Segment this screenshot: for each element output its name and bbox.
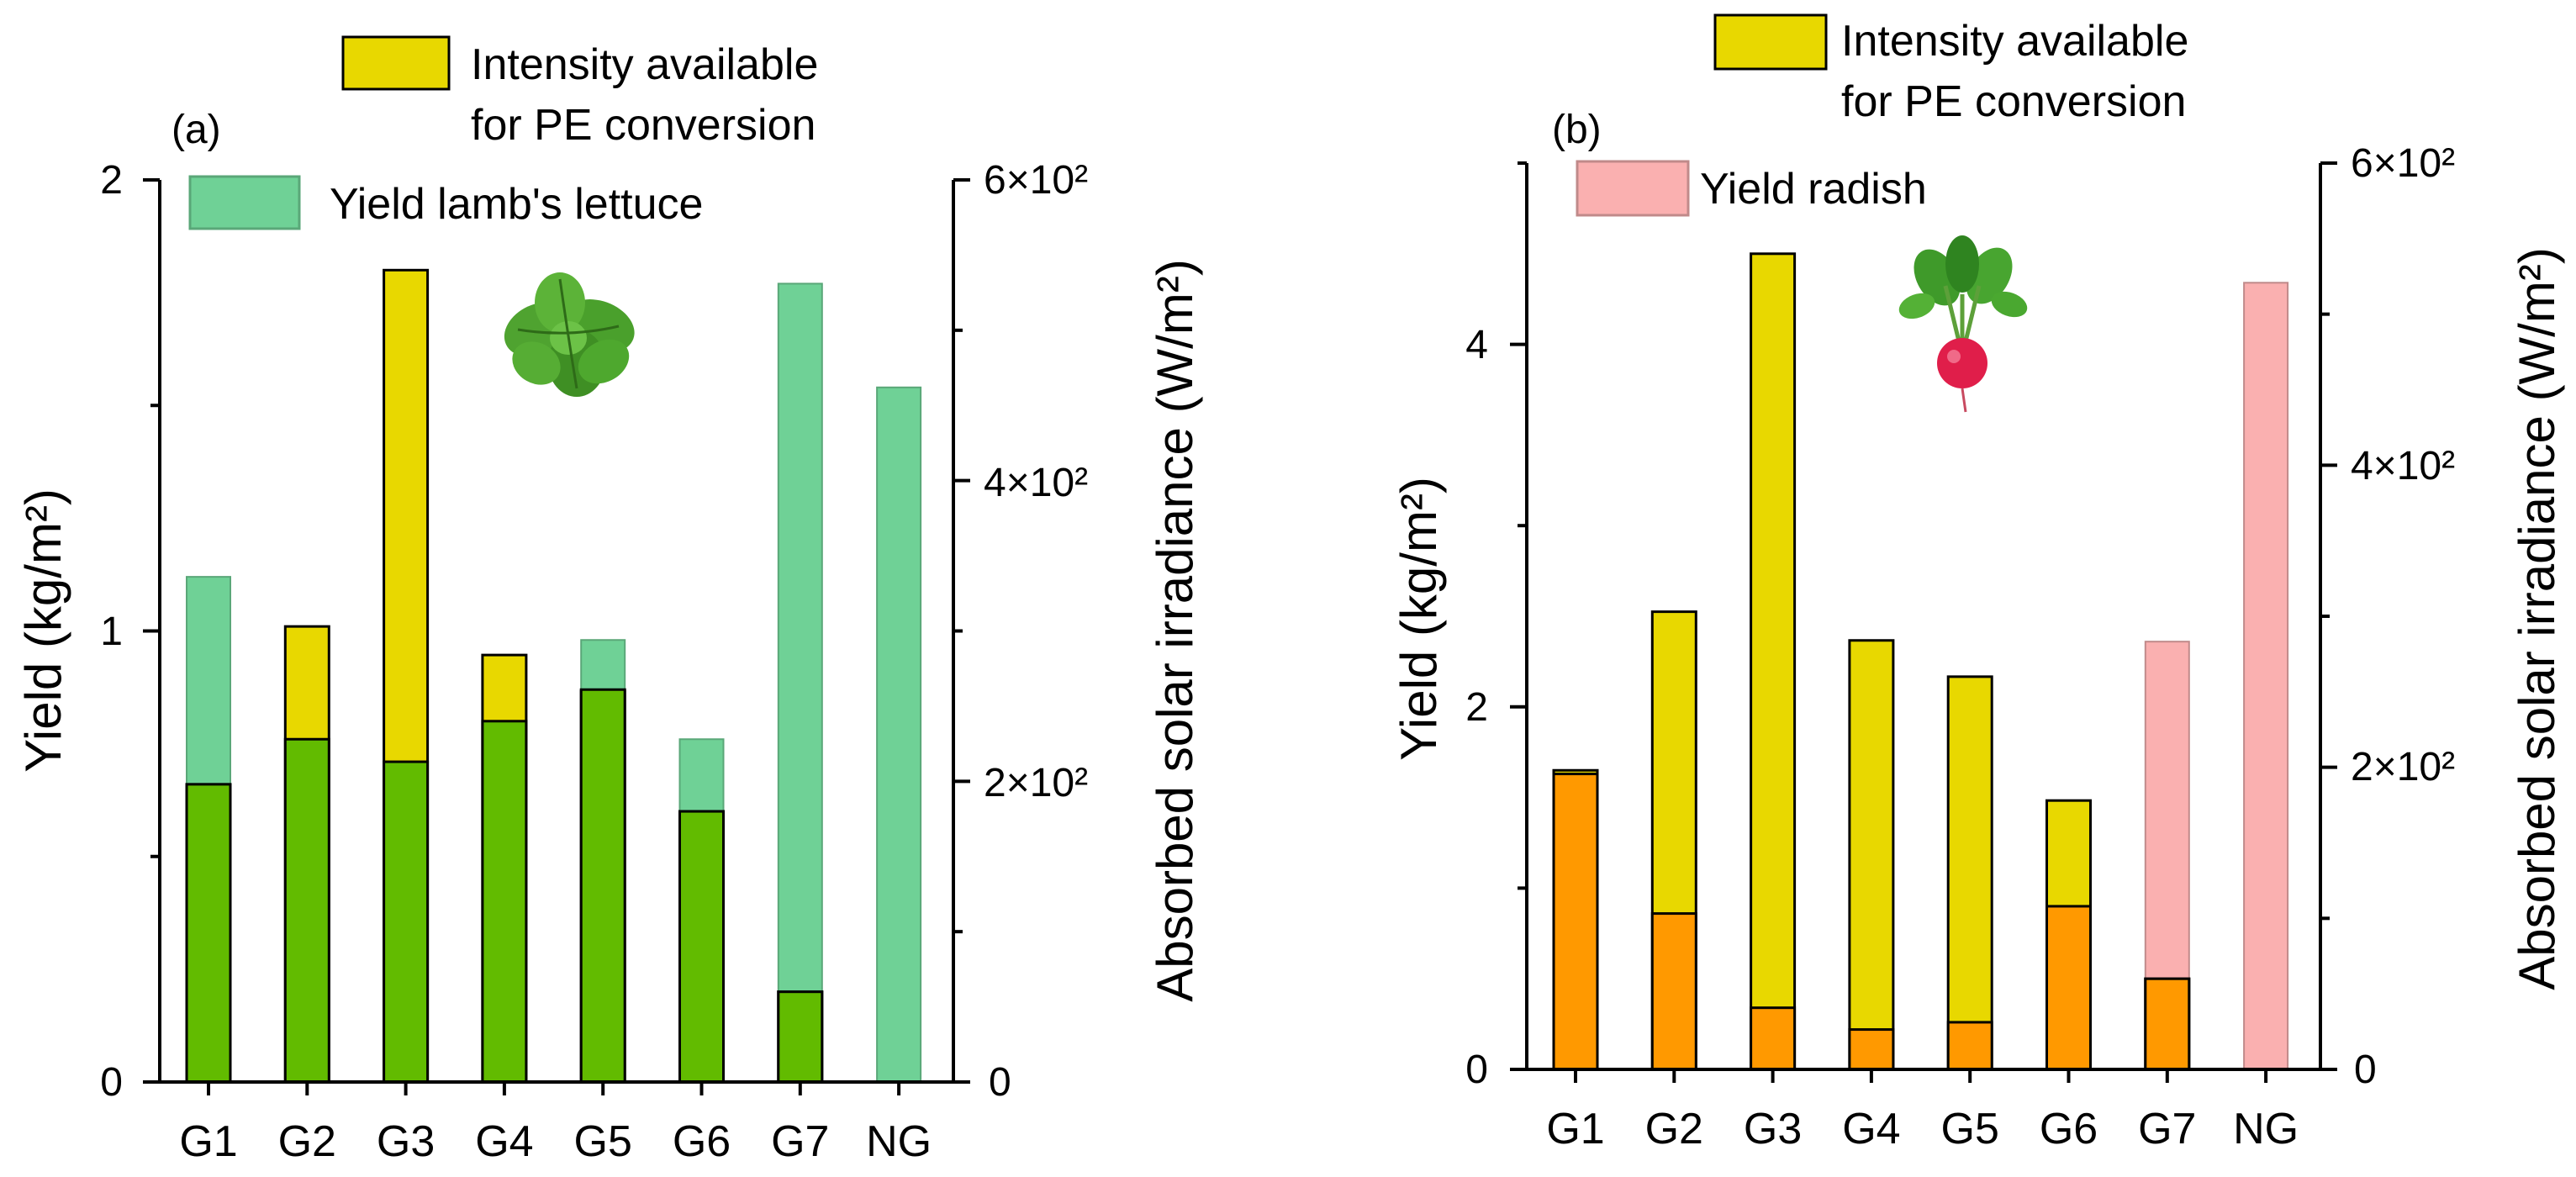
panel-a-ytick-label: 1	[100, 610, 123, 654]
panel-a-y2tick-label: 4×10²	[984, 461, 1088, 505]
panel-b-legend-yield: Yield radish	[1700, 165, 1927, 214]
panel-a-x-tick-label: G2	[278, 1117, 336, 1166]
panel-b-overlap-bar-g5	[1946, 1021, 1993, 1071]
lettuce-icon	[504, 272, 635, 397]
panel-b-y2tick-label: 2×10²	[2351, 745, 2455, 789]
radish-icon	[1898, 235, 2028, 413]
panel-b-x-tick-label: G1	[1546, 1105, 1604, 1153]
panel-a-ticks	[143, 178, 970, 1095]
panel-b-y2-axis-title: Absorbed solar irradiance (W/m²)	[2509, 247, 2565, 990]
panel-b-x-tick-label: G5	[1941, 1105, 1999, 1153]
panel-a-overlap-bar-g1	[185, 783, 232, 1084]
panel-b-overlap-bar-g2	[1650, 912, 1697, 1071]
panel-a-label: (a)	[172, 108, 221, 152]
panel-a-x-tick-label: G7	[771, 1117, 829, 1166]
panel-b: 0 2 4 0 2×10² 4×10² 6×10² G1 G2 G3 G4 G5 G6 G7…	[1391, 13, 2565, 1153]
panel-a-x-tick-label: G3	[377, 1117, 435, 1166]
panel-a-overlap-bar-g6	[678, 810, 725, 1084]
panel-b-legend-intensity-line1: Intensity available	[1841, 17, 2188, 66]
panel-b-legend-intensity-line2: for PE conversion	[1841, 77, 2186, 126]
panel-a-y2-axis-title: Absorbed solar irradiance (W/m²)	[1147, 259, 1203, 1002]
panel-b-bars	[1552, 252, 2289, 1071]
panel-b-x-tick-label: G6	[2040, 1105, 2098, 1153]
panel-b-label: (b)	[1552, 108, 1602, 152]
panel-b-y2tick-label: 0	[2354, 1048, 2377, 1092]
panel-a-legend-intensity-line2: for PE conversion	[471, 101, 816, 150]
panel-b-x-tick-label: G2	[1645, 1105, 1703, 1153]
panel-b-overlap-bar-g7	[2144, 977, 2191, 1071]
panel-a-x-tick-label: G1	[179, 1117, 237, 1166]
panel-a-overlap-bar-g7	[777, 990, 824, 1084]
panel-a-overlap-bar-g4	[481, 720, 528, 1084]
panel-a-ytick-label: 2	[100, 158, 123, 203]
panel-a-x-tick-label: G5	[574, 1117, 632, 1166]
panel-a-y-axis-title: Yield (kg/m²)	[15, 488, 71, 773]
panel-b-legend-swatch-intensity	[1713, 13, 1828, 71]
panel-b-irradiance-bar-g3	[1750, 252, 1797, 1071]
panel-b-x-tick-label: G7	[2138, 1105, 2196, 1153]
panel-b-irradiance-bar-g4	[1848, 639, 1895, 1071]
panel-a-legend-swatch-intensity	[341, 35, 451, 91]
panel-b-irradiance-bar-g5	[1946, 675, 1993, 1071]
panel-b-x-tick-label: G3	[1744, 1105, 1802, 1153]
panel-b-x-tick-label: G4	[1842, 1105, 1900, 1153]
panel-a-x-tick-label: G4	[475, 1117, 533, 1166]
panel-a-legend-yield: Yield lamb's lettuce	[330, 180, 703, 229]
panel-a-yield-bar-g7	[777, 282, 823, 1083]
panel-b-overlap-bar-g3	[1750, 1006, 1797, 1071]
panel-b-yield-bar-ng	[2243, 282, 2289, 1070]
panel-b-overlap-bar-g1	[1552, 773, 1599, 1071]
panel-b-ticks	[1510, 161, 2337, 1083]
panel-a-y2tick-label: 2×10²	[984, 761, 1088, 805]
panel-a-legend-intensity-line1: Intensity available	[471, 40, 818, 89]
panel-b-y2tick-label: 6×10²	[2351, 141, 2455, 186]
panel-b-ytick-label: 4	[1465, 323, 1488, 367]
panel-a-legend-swatch-yield	[188, 175, 301, 230]
panel-b-legend-swatch-yield	[1576, 160, 1690, 217]
panel-b-x-tick-label: NG	[2233, 1105, 2299, 1153]
panel-a-x-tick-label: G6	[673, 1117, 731, 1166]
panel-a-overlap-bar-g2	[283, 737, 330, 1084]
panel-a-y2tick-label: 0	[989, 1060, 1011, 1105]
panel-a: 0 1 2 0 2×10² 4×10² 6×10² G1 G2 G3 G4 G5 G6 G7…	[15, 35, 1203, 1166]
panel-b-x-tick-labels: G1 G2 G3 G4 G5 G6 G7 NG	[1546, 1105, 2299, 1153]
panel-a-ytick-label: 0	[100, 1060, 123, 1105]
panel-a-x-tick-labels: G1 G2 G3 G4 G5 G6 G7 NG	[179, 1117, 932, 1166]
panel-b-y-axis-title: Yield (kg/m²)	[1391, 477, 1447, 761]
panel-a-yield-bar-ng	[876, 386, 922, 1084]
panel-a-bars	[185, 268, 922, 1084]
panel-b-y2tick-label: 4×10²	[2351, 444, 2455, 488]
panel-b-overlap-bar-g6	[2045, 905, 2092, 1071]
panel-a-x-tick-label: NG	[866, 1117, 932, 1166]
panel-a-y2tick-label: 6×10²	[984, 158, 1088, 203]
panel-b-ytick-label: 0	[1465, 1048, 1488, 1092]
panel-a-overlap-bar-g5	[579, 688, 626, 1084]
panel-b-overlap-bar-g4	[1848, 1028, 1895, 1071]
panel-a-overlap-bar-g3	[383, 760, 430, 1084]
panel-b-ytick-label: 2	[1465, 685, 1488, 730]
